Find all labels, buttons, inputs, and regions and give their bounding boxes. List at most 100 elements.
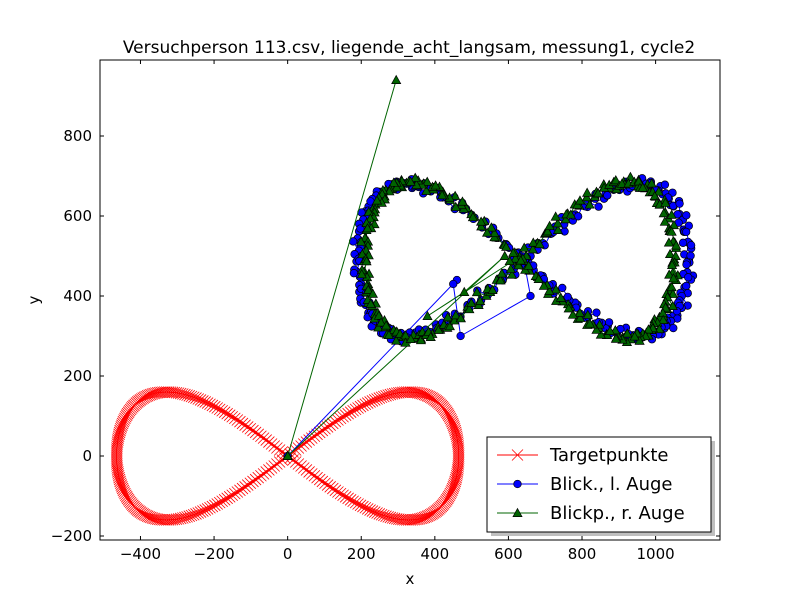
data-point	[271, 442, 283, 454]
data-point	[595, 329, 606, 339]
data-point	[364, 396, 376, 408]
data-point	[506, 269, 518, 279]
data-point	[423, 509, 435, 522]
data-point	[563, 303, 574, 313]
data-point	[643, 324, 654, 334]
data-point	[558, 283, 567, 293]
x-tick-label: 600	[494, 545, 523, 563]
data-point	[501, 241, 512, 251]
data-point	[292, 442, 305, 454]
data-point	[311, 471, 323, 484]
data-point	[252, 428, 265, 441]
data-point	[425, 331, 436, 341]
data-point	[594, 319, 605, 329]
y-tick-label: 400	[63, 287, 92, 305]
data-point	[273, 456, 286, 468]
data-point	[268, 460, 281, 472]
data-point	[375, 391, 388, 404]
data-point	[221, 492, 233, 505]
data-point	[138, 508, 151, 521]
data-point	[319, 477, 331, 490]
data-point	[675, 199, 684, 208]
data-point	[181, 511, 193, 523]
data-point	[378, 509, 390, 522]
data-point	[457, 196, 468, 206]
data-point	[610, 175, 621, 185]
data-point	[313, 473, 326, 486]
data-point	[575, 312, 586, 322]
data-point	[581, 192, 592, 202]
data-point	[666, 259, 678, 270]
data-point	[226, 489, 239, 502]
data-point	[185, 390, 198, 403]
data-point	[252, 471, 265, 484]
data-point	[190, 392, 202, 404]
data-point	[347, 495, 359, 508]
data-point	[442, 312, 453, 322]
data-point	[637, 182, 648, 192]
data-point	[148, 387, 160, 400]
x-tick-label: 0	[283, 545, 293, 563]
data-point	[145, 388, 157, 401]
data-point	[422, 310, 433, 320]
data-point	[174, 512, 187, 525]
data-point	[337, 489, 349, 502]
plot-frame	[99, 59, 721, 541]
data-point	[365, 213, 376, 223]
data-point	[339, 409, 352, 421]
legend-label: Targetpunkte	[549, 445, 669, 466]
legend-label: Blick., l. Auge	[550, 474, 673, 495]
data-point	[573, 212, 583, 221]
data-point	[495, 275, 506, 285]
x-tick-label: −400	[120, 545, 161, 563]
data-point	[513, 260, 524, 270]
data-point	[565, 209, 576, 219]
data-point	[550, 284, 561, 294]
data-point	[151, 387, 164, 399]
x-axis: −400 −200 0 200 400 600 800 1000	[120, 60, 675, 563]
data-point	[192, 393, 205, 405]
data-point	[622, 328, 633, 338]
data-point	[373, 392, 386, 404]
data-point	[476, 221, 487, 231]
data-point	[334, 487, 347, 500]
data-point	[255, 430, 267, 443]
data-point	[594, 202, 603, 211]
data-point	[332, 486, 344, 498]
data-point	[523, 260, 534, 270]
data-point	[327, 482, 339, 495]
data-point	[660, 180, 670, 189]
data-point	[183, 390, 196, 402]
data-point	[388, 177, 399, 187]
data-point	[239, 481, 251, 493]
x-tick-label: 800	[568, 545, 597, 563]
data-point	[187, 508, 200, 521]
data-point	[295, 460, 307, 472]
data-point	[391, 335, 402, 345]
data-point	[430, 180, 441, 190]
data-point	[265, 462, 278, 474]
data-point	[236, 482, 249, 495]
data-point	[459, 286, 470, 296]
data-point	[305, 468, 318, 480]
series-0	[110, 386, 465, 526]
data-point	[526, 291, 535, 301]
data-point	[368, 394, 381, 406]
data-point	[560, 214, 571, 224]
data-point	[181, 389, 193, 401]
data-point	[329, 415, 342, 428]
data-point	[678, 238, 688, 247]
data-point	[303, 434, 315, 446]
data-point	[329, 484, 342, 497]
legend: Targetpunkte Blick., l. Auge Blickp., r. A…	[486, 436, 715, 536]
data-point	[649, 190, 660, 201]
data-point	[386, 512, 399, 524]
data-point	[682, 211, 691, 220]
data-point	[367, 288, 378, 298]
data-point	[519, 242, 530, 252]
data-point	[544, 220, 555, 230]
data-point	[371, 507, 383, 519]
data-point	[368, 506, 381, 518]
data-point	[413, 387, 426, 399]
data-point	[574, 307, 585, 317]
